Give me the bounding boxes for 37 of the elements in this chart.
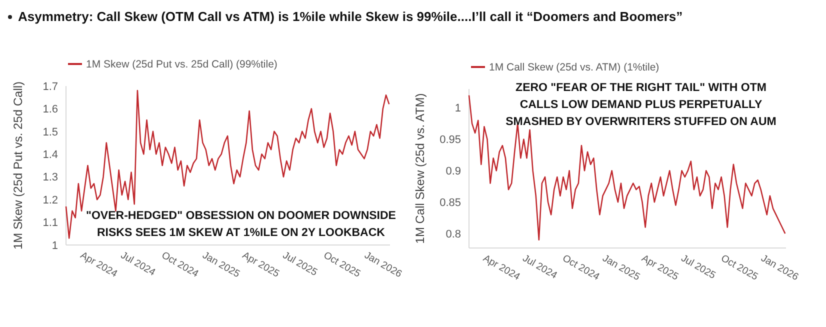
x-tick-label: Jan 2026 xyxy=(362,250,404,280)
x-tick-label: Jul 2024 xyxy=(118,250,158,279)
y-tick-label: 0.85 xyxy=(440,196,461,209)
y-tick-label: 0.8 xyxy=(446,228,461,240)
x-tick-label: Jul 2025 xyxy=(280,250,320,279)
y-tick-label: 0.9 xyxy=(446,166,461,178)
x-tick-label: Apr 2024 xyxy=(78,250,120,280)
y-tick-label: 1.5 xyxy=(42,126,58,138)
x-tick-label: Oct 2024 xyxy=(159,250,201,280)
y-tick-label: 1.3 xyxy=(42,172,58,184)
y-axis-title: 1M Call Skew (25d vs. ATM) xyxy=(413,93,427,244)
y-tick-label: 0.95 xyxy=(440,134,461,146)
x-tick-label: Jan 2025 xyxy=(200,250,242,280)
y-tick-label: 1.7 xyxy=(42,80,58,93)
y-tick-label: 1.6 xyxy=(42,104,58,116)
annotation: "OVER-HEDGED" OBSESSION ON DOOMER DOWNSIDE RISKS SEES 1M SKEW AT 1%ILE ON 2Y LOOKBACK xyxy=(86,210,396,239)
y-tick-label: 1 xyxy=(454,102,461,115)
y-tick-label: 1 xyxy=(52,240,58,252)
y-tick-label: 1.4 xyxy=(42,148,58,161)
x-tick-label: Jul 2024 xyxy=(520,253,560,282)
x-tick-label: Jan 2025 xyxy=(600,253,642,284)
y-tick-label: 1.1 xyxy=(42,217,58,230)
legend-label: 1M Call Skew (25d vs. ATM) (1%tile) xyxy=(489,62,660,74)
x-tick-label: Oct 2025 xyxy=(718,253,760,284)
line-series xyxy=(468,94,786,240)
x-tick-label: Jul 2025 xyxy=(678,253,718,282)
legend-label: 1M Skew (25d Put vs. 25d Call) (99%tile) xyxy=(86,58,278,71)
x-tick-label: Oct 2024 xyxy=(560,253,602,284)
y-tick-label: 1.2 xyxy=(42,194,58,206)
y-axis-title: 1M Skew (25d Put vs. 25d Call) xyxy=(11,81,25,250)
annotation: ZERO "FEAR OF THE RIGHT TAIL" WITH OTM CALLS LOW DEMAND PLUS PERPETUALLY SMASHED BY OVERWRITERS STUFFED ON AUM xyxy=(506,82,776,128)
x-tick-label: Apr 2025 xyxy=(240,250,282,280)
x-tick-label: Apr 2024 xyxy=(480,253,522,284)
chart-title: Asymmetry: Call Skew (OTM Call vs ATM) is 1%ile while Skew is 99%ile....I’ll call it “Doomers and Boomers” xyxy=(18,9,683,24)
x-tick-label: Apr 2025 xyxy=(639,253,680,284)
x-tick-label: Jan 2026 xyxy=(758,253,800,284)
x-tick-label: Oct 2025 xyxy=(321,250,363,280)
